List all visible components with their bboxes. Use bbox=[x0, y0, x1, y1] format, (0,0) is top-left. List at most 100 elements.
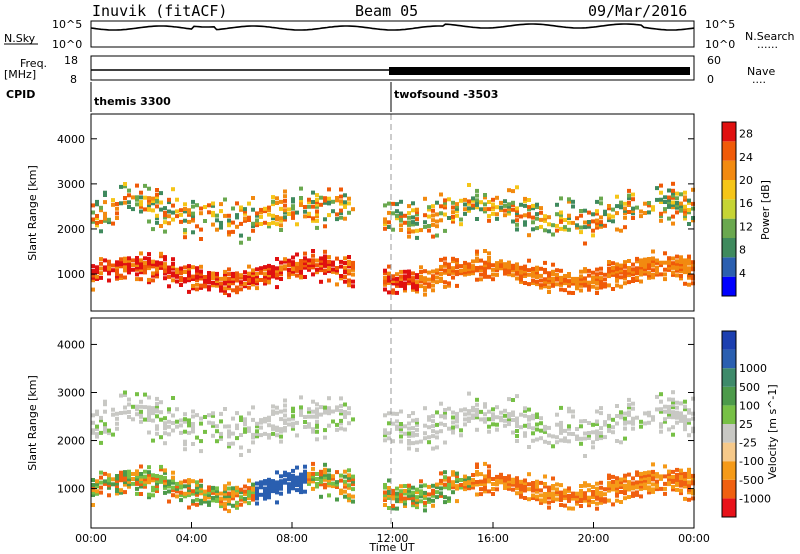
power-cell bbox=[427, 205, 431, 210]
power-cell bbox=[247, 215, 251, 220]
power-cell bbox=[343, 193, 347, 198]
velocity-cell bbox=[175, 481, 179, 486]
power-cell bbox=[299, 270, 303, 275]
velocity-cell bbox=[299, 475, 303, 480]
velocity-cell bbox=[543, 427, 547, 432]
power-cell bbox=[559, 212, 563, 217]
power-cell bbox=[215, 227, 219, 232]
velocity-cell bbox=[627, 495, 631, 499]
velocity-cell bbox=[579, 424, 583, 429]
power-cell bbox=[103, 265, 107, 270]
power-cell bbox=[223, 269, 227, 274]
power-cell bbox=[511, 207, 515, 212]
power-cell bbox=[407, 234, 411, 239]
velocity-cell bbox=[635, 492, 639, 497]
velocity-cell bbox=[159, 435, 163, 440]
velocity-cell bbox=[691, 481, 695, 486]
power-cell bbox=[299, 259, 303, 263]
velocity-cell bbox=[323, 477, 327, 482]
power-cell bbox=[139, 263, 143, 268]
velocity-cell bbox=[311, 399, 315, 404]
velocity-cell bbox=[439, 486, 443, 491]
power-cell bbox=[643, 201, 647, 206]
power-cell bbox=[671, 256, 675, 261]
power-cell bbox=[139, 267, 143, 272]
power-cell bbox=[539, 210, 543, 215]
power-cell bbox=[395, 290, 399, 295]
velocity-cell bbox=[411, 490, 415, 495]
power-cell bbox=[615, 267, 619, 272]
velocity-cell bbox=[99, 490, 103, 495]
velocity-cell bbox=[291, 473, 295, 478]
power-cell bbox=[507, 202, 511, 207]
velocity-cell bbox=[615, 404, 619, 408]
power-cell bbox=[475, 198, 479, 203]
velocity-cell bbox=[483, 484, 487, 489]
power-cell bbox=[523, 264, 527, 269]
velocity-cell bbox=[443, 415, 447, 420]
power-cell bbox=[423, 280, 427, 285]
power-cell bbox=[659, 272, 663, 277]
velocity-cell bbox=[491, 477, 495, 481]
power-cell bbox=[643, 267, 647, 271]
velocity-cell bbox=[399, 484, 403, 489]
velocity-cell bbox=[475, 412, 479, 417]
power-cell bbox=[451, 266, 455, 271]
power-cell bbox=[491, 267, 495, 272]
power-cell bbox=[227, 220, 231, 225]
power-cell bbox=[611, 268, 615, 273]
velocity-cell bbox=[227, 509, 231, 514]
velocity-cell bbox=[483, 417, 487, 422]
power-cell bbox=[471, 271, 475, 276]
velocity-cell bbox=[615, 421, 619, 426]
nave-dots: .... bbox=[752, 73, 766, 86]
power-cell bbox=[219, 286, 223, 291]
velocity-cell bbox=[307, 471, 311, 476]
power-cell bbox=[243, 218, 247, 223]
velocity-cell bbox=[575, 494, 579, 499]
power-cell bbox=[503, 266, 507, 271]
power-cell bbox=[655, 197, 659, 202]
velocity-cell bbox=[251, 487, 255, 492]
velocity-cell bbox=[323, 467, 327, 472]
velocity-cell bbox=[383, 413, 387, 418]
power-cell bbox=[147, 200, 151, 205]
velocity-cell bbox=[147, 418, 151, 422]
power-cell bbox=[119, 262, 123, 266]
power-cell bbox=[215, 271, 219, 276]
velocity-cell bbox=[667, 427, 671, 432]
power-cell bbox=[615, 211, 619, 216]
power-cell bbox=[479, 268, 483, 272]
velocity-cell bbox=[503, 408, 507, 413]
power-cell bbox=[183, 218, 187, 223]
velocity-cell bbox=[467, 391, 471, 396]
power-cell bbox=[203, 219, 207, 223]
velocity-cell bbox=[103, 429, 107, 434]
velocity-cell bbox=[267, 418, 271, 423]
velocity-cell bbox=[411, 503, 415, 508]
velocity-cell bbox=[587, 483, 591, 488]
power-cell bbox=[675, 210, 679, 215]
power-cell bbox=[291, 213, 295, 218]
velocity-cell bbox=[535, 482, 539, 487]
velocity-cell bbox=[619, 482, 623, 487]
power-cell bbox=[175, 214, 179, 219]
velocity-cell bbox=[463, 479, 467, 484]
velocity-cell bbox=[427, 484, 431, 489]
velocity-cell bbox=[479, 492, 483, 497]
power-cell bbox=[627, 196, 631, 200]
power-cell bbox=[267, 224, 271, 229]
velocity-cell bbox=[231, 493, 235, 498]
power-cell bbox=[451, 205, 455, 210]
velocity-cell bbox=[343, 474, 347, 479]
velocity-cell bbox=[251, 492, 255, 497]
power-cell bbox=[235, 201, 239, 206]
power-cell bbox=[643, 264, 647, 269]
velocity-cell bbox=[451, 428, 455, 432]
power-cell bbox=[595, 276, 599, 281]
velocity-cell bbox=[483, 479, 487, 484]
power-cell bbox=[475, 193, 479, 198]
power-cell bbox=[163, 264, 167, 269]
power-cell bbox=[403, 288, 407, 293]
